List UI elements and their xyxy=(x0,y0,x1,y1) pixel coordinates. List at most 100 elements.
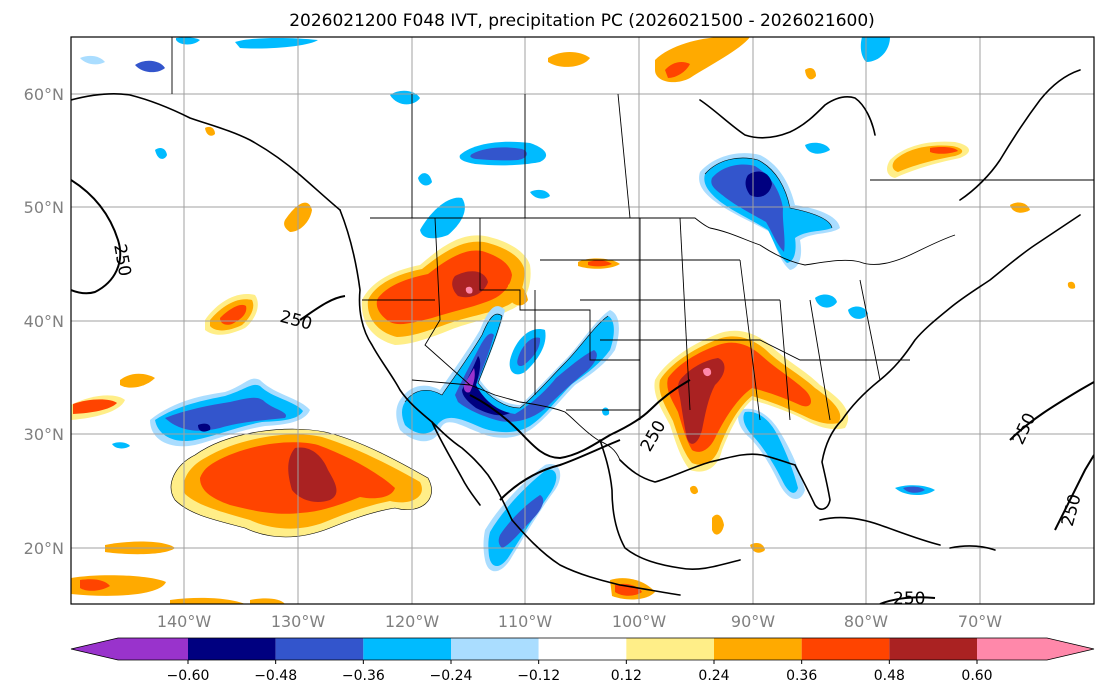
anomaly-pos-top-canada-mid xyxy=(665,62,690,78)
lon-label-100w: 100°W xyxy=(612,612,667,631)
ivt-contour-atlantic-south xyxy=(1054,454,1094,531)
anomaly-pos-wyoming xyxy=(508,283,528,306)
precip-anomaly-layer xyxy=(71,37,1076,604)
ivt-contour-bottom xyxy=(879,596,936,604)
border-states-5 xyxy=(679,217,691,411)
ivt-contours xyxy=(71,179,1094,604)
anomaly-neg-caribbean-mid xyxy=(903,486,925,493)
border-us-canada xyxy=(370,217,956,266)
colorbar: −0.60 −0.48 −0.36 −0.24 −0.12 0.12 0.24 0.36 0.4… xyxy=(70,637,1095,684)
colorbar-segment xyxy=(188,638,276,660)
colorbar-tick-label: 0.60 xyxy=(961,668,992,684)
colorbar-extend-high xyxy=(1047,638,1094,660)
anomaly-pos-south-strong xyxy=(678,358,725,444)
anomaly-pos-pacific-sw-mid xyxy=(80,579,110,591)
coast-gulf xyxy=(619,453,796,483)
anomaly-neg-top2 xyxy=(860,37,890,62)
coast-alaska xyxy=(71,93,341,211)
anomaly-neg-north-pacific-pale xyxy=(80,55,105,65)
anomaly-pos-top-center xyxy=(548,52,590,67)
anomaly-pos-bottom2 xyxy=(250,598,285,604)
lat-label-60n: 60°N xyxy=(24,85,64,104)
anomaly-pos-pnw-mid xyxy=(220,304,247,325)
anomaly-pos-nw-us-mid xyxy=(376,250,512,325)
anomaly-neg-top3 xyxy=(176,37,200,45)
anomaly-neg-lakes-strong xyxy=(745,171,772,197)
lat-label-50n: 50°N xyxy=(24,198,64,217)
border-states-9 xyxy=(739,259,761,421)
coastlines xyxy=(71,69,1081,596)
coast-hispaniola xyxy=(949,545,996,551)
coast-mexico-west xyxy=(511,519,681,596)
lat-label-40n: 40°N xyxy=(24,312,64,331)
border-states-10 xyxy=(779,299,791,421)
colorbar-segment xyxy=(626,638,714,660)
lon-label-130w: 130°W xyxy=(271,612,326,631)
coast-gulf-west xyxy=(599,439,741,570)
anomaly-pos-gulf-small xyxy=(712,514,724,535)
coast-west xyxy=(339,209,513,521)
colorbar-tick-label: −0.48 xyxy=(254,668,297,684)
coast-labrador xyxy=(959,69,1081,201)
anomaly-neg-nm-mid xyxy=(517,337,541,367)
colorbar-segment xyxy=(118,638,188,660)
coast-florida xyxy=(794,419,843,510)
colorbar-segment xyxy=(714,638,802,660)
colorbar-outline xyxy=(70,637,1095,661)
colorbar-tick-label: 0.12 xyxy=(611,668,642,684)
map-frame xyxy=(70,36,1095,605)
gridlines xyxy=(71,37,1094,604)
ivt-contour-atlantic xyxy=(1009,381,1094,441)
border-states-8 xyxy=(600,339,910,361)
colorbar-segment xyxy=(451,638,539,660)
border-states-2 xyxy=(479,218,640,361)
political-borders xyxy=(171,37,1094,461)
colorbar-tick-label: −0.60 xyxy=(167,668,210,684)
anomaly-neg-top1 xyxy=(235,37,318,49)
anomaly-pos-atlantic xyxy=(1067,281,1076,289)
border-canada-provinces-3 xyxy=(617,93,631,219)
anomaly-neg-pacific-strong xyxy=(198,423,211,432)
anomaly-neg-florida-light xyxy=(743,411,798,493)
colorbar-segment xyxy=(977,638,1047,660)
anomaly-pos-maritime xyxy=(1010,202,1030,213)
ivt-contour-pacific xyxy=(71,179,122,295)
anomaly-outlines xyxy=(170,157,833,538)
ivt-contour-southwest xyxy=(469,379,691,460)
anomaly-pos-pacific-strong xyxy=(288,447,337,502)
anomaly-pos-nw-us-strong xyxy=(452,271,488,298)
anomaly-pos-30n-small xyxy=(120,373,155,388)
colorbar-segment xyxy=(363,638,451,660)
anomaly-neg-ohio2 xyxy=(848,306,868,319)
longitude-labels: 140°W 130°W 120°W 110°W 100°W 90°W 80°W … xyxy=(157,612,1002,631)
anomaly-neg-hudson xyxy=(805,142,830,154)
anomaly-pos-south-extreme xyxy=(703,367,712,377)
border-states-11 xyxy=(809,299,831,421)
colorbar-tick-label: 0.48 xyxy=(874,668,905,684)
anomaly-neg-hawaii xyxy=(112,442,130,449)
ivt-contour-mexico xyxy=(499,439,621,501)
border-us-mexico xyxy=(411,379,621,461)
colorbar-tick-label: 0.36 xyxy=(786,668,817,684)
anomaly-neg-sw-mid xyxy=(455,333,597,422)
lon-label-90w: 90°W xyxy=(731,612,775,631)
anomaly-pos-dakota-mid xyxy=(588,260,612,267)
colorbar-tick-label: −0.12 xyxy=(517,668,560,684)
lon-label-80w: 80°W xyxy=(844,612,888,631)
ivt-label-bottom: 250 xyxy=(893,589,925,609)
colorbar-segment xyxy=(801,638,890,660)
colorbar-segment xyxy=(889,638,977,660)
anomaly-neg-mexico-mid xyxy=(498,495,544,548)
anomaly-neg-manitoba-mid xyxy=(470,147,527,161)
latitude-labels: 60°N 50°N 40°N 30°N 20°N xyxy=(24,85,64,558)
colorbar-tick-label: −0.24 xyxy=(430,668,473,684)
lon-label-70w: 70°W xyxy=(958,612,1002,631)
lon-label-110w: 110°W xyxy=(498,612,553,631)
lon-label-120w: 120°W xyxy=(385,612,440,631)
anomaly-neg-ohio xyxy=(815,294,837,308)
outline-lakes xyxy=(704,157,833,229)
map-area: 250 250 250 250 250 250 xyxy=(71,37,1094,609)
anomaly-pos-nw-us-extreme xyxy=(465,286,473,294)
lon-label-140w: 140°W xyxy=(157,612,212,631)
outline-southwest xyxy=(404,313,609,409)
